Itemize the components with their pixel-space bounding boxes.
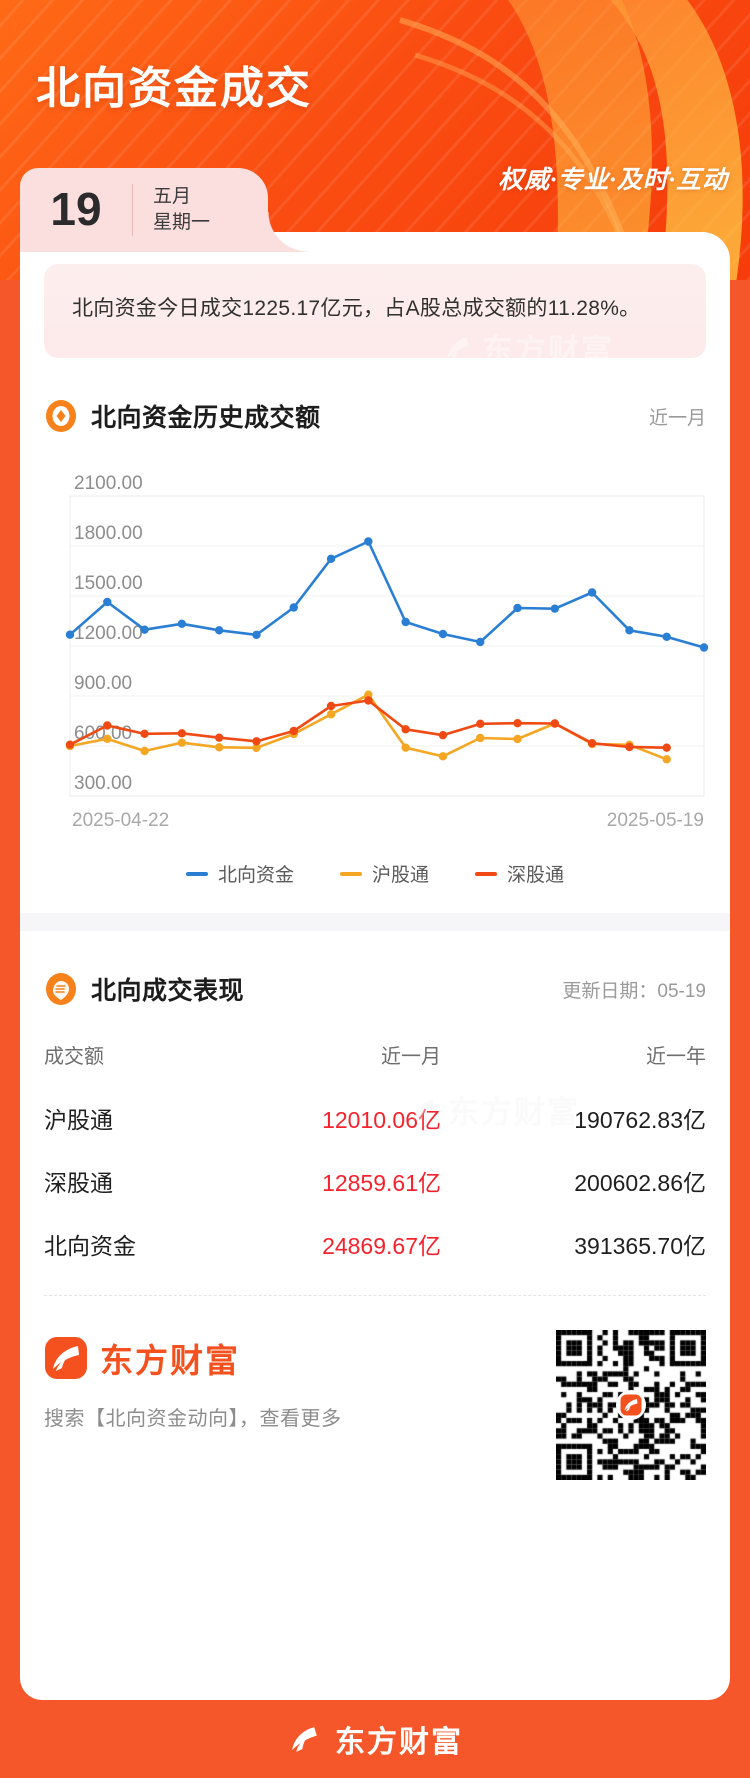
table-row: 深股通 12859.61亿 200602.86亿: [44, 1149, 706, 1212]
page-title: 北向资金成交: [36, 64, 312, 113]
svg-text:900.00: 900.00: [74, 673, 132, 694]
brand-name: 东方财富: [100, 1342, 240, 1380]
table-row: 北向资金 24869.67亿 391365.70亿: [44, 1212, 706, 1275]
content-card: 北向资金今日成交1225.17亿元，占A股总成交额的11.28%。 东方财富 北…: [20, 232, 730, 1700]
summary-box: 北向资金今日成交1225.17亿元，占A股总成交额的11.28%。 东方财富: [44, 264, 706, 359]
chart-range-label: 近一月: [648, 407, 706, 429]
svg-text:2025-04-22: 2025-04-22: [72, 810, 169, 831]
table-col-header-2: 近一年: [646, 1046, 706, 1069]
qr-code[interactable]: [556, 1330, 706, 1481]
legend-swatch-2: [475, 871, 497, 876]
row-label: 沪股通: [44, 1106, 113, 1133]
watermark-text: 东方财富: [482, 333, 614, 359]
row-label: 北向资金: [44, 1232, 136, 1259]
handshake-icon: [46, 973, 76, 1006]
brand-logo: 东方财富: [44, 1334, 342, 1382]
bottom-brand-bar: 东方财富: [0, 1700, 750, 1778]
svg-text:2100.00: 2100.00: [74, 473, 143, 494]
date-month: 五月: [153, 185, 192, 207]
legend-item-1: 沪股通: [339, 860, 429, 887]
brand-hint: 搜索【北向资金动向】，查看更多: [44, 1408, 342, 1431]
table-col-header-1: 近一月: [381, 1046, 441, 1069]
brand-logo-icon: [45, 1337, 87, 1380]
row-label: 深股通: [44, 1169, 113, 1196]
hero-header: 北向资金成交 权威·专业·及时·互动: [0, 0, 750, 280]
legend-label-2: 深股通: [507, 865, 565, 887]
date-day: 19: [50, 183, 102, 235]
line-chart: 2100.00 1800.00 1500.00 1200.00 900.00 600.00…: [36, 456, 714, 846]
svg-text:300.00: 300.00: [74, 773, 132, 794]
legend-swatch-0: [185, 871, 208, 876]
dashed-divider: [44, 1295, 706, 1297]
bottom-brand-name: 东方财富: [335, 1726, 463, 1759]
date-weekday: 星期一: [153, 211, 211, 233]
svg-text:1800.00: 1800.00: [74, 523, 143, 544]
brand-footer: 东方财富 搜索【北向资金动向】，查看更多: [44, 1330, 706, 1481]
row-year-value: 190762.83亿: [574, 1106, 706, 1133]
table-title: 北向成交表现: [91, 977, 245, 1006]
hero-slogan: 权威·专业·及时·互动: [498, 167, 728, 194]
section-divider: [20, 913, 730, 932]
date-badge: 19 五月 星期一: [20, 168, 308, 252]
table-col-header-0: 成交额: [44, 1046, 104, 1069]
date-divider: [132, 184, 133, 236]
performance-table: 东方财富 成交额 近一月 近一年 沪股通 12010.06亿 190762.83…: [20, 1023, 730, 1275]
svg-text:2025-05-19: 2025-05-19: [607, 810, 704, 831]
table-section-header: 北向成交表现 更新日期：05-19: [44, 971, 706, 1007]
brand-mark-icon: [292, 1727, 317, 1752]
row-month-value: 12010.06亿: [322, 1106, 441, 1133]
legend-label-1: 沪股通: [371, 865, 429, 887]
watermark-summary: 东方财富: [443, 325, 614, 359]
chart-legend: 北向资金 沪股通 深股通: [20, 860, 730, 887]
row-year-value: 391365.70亿: [574, 1232, 706, 1259]
svg-text:1500.00: 1500.00: [74, 573, 143, 594]
legend-swatch-1: [339, 871, 362, 876]
summary-text: 北向资金今日成交1225.17亿元，占A股总成交额的11.28%。: [72, 297, 641, 320]
table-header-row: 成交额 近一月 近一年: [44, 1023, 706, 1086]
row-month-value: 24869.67亿: [322, 1232, 441, 1259]
chart-section-header: 北向资金历史成交额 近一月: [44, 398, 706, 434]
svg-text:1200.00: 1200.00: [74, 623, 143, 644]
legend-label-0: 北向资金: [217, 865, 294, 887]
brand-mark-icon: [447, 337, 469, 359]
row-year-value: 200602.86亿: [574, 1169, 706, 1196]
legend-item-0: 北向资金: [185, 860, 294, 887]
table-row: 沪股通 12010.06亿 190762.83亿: [44, 1086, 706, 1149]
target-icon: [46, 400, 76, 433]
chart-canvas: 2100.001800.001500.001200.00900.00600.00…: [65, 473, 709, 831]
brand-logo-icon: [620, 1394, 642, 1416]
qr-center-logo: [616, 1390, 646, 1421]
row-month-value: 12859.61亿: [322, 1169, 441, 1196]
chart-title: 北向资金历史成交额: [91, 404, 321, 433]
legend-item-2: 深股通: [475, 860, 564, 887]
table-update-date: 更新日期：05-19: [562, 980, 706, 1002]
